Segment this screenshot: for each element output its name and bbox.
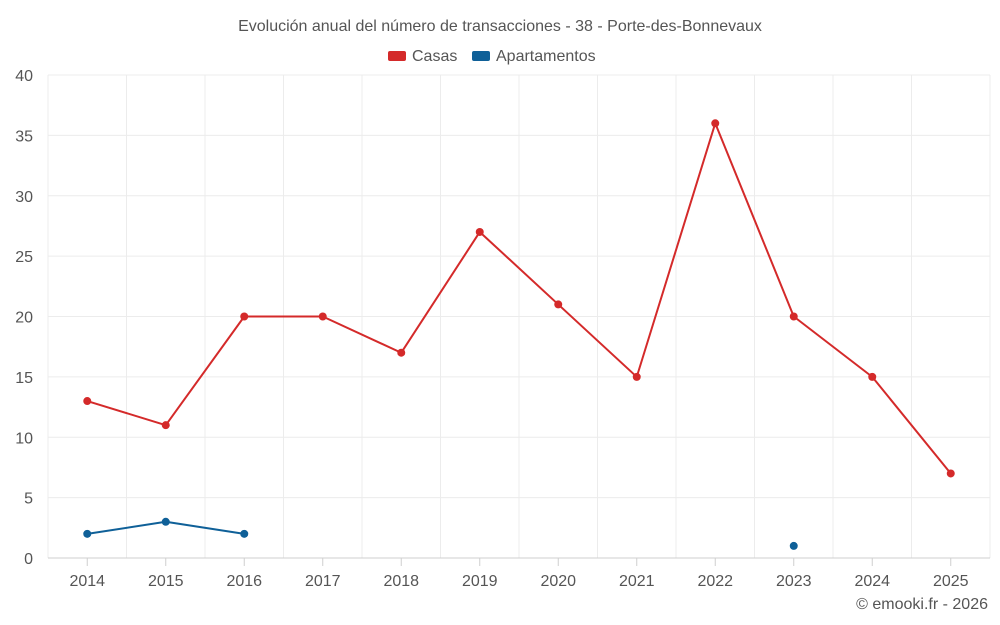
y-tick-label: 30 (15, 189, 33, 206)
legend-label-casas[interactable]: Casas (412, 48, 457, 65)
x-tick-label: 2021 (619, 573, 655, 590)
data-point-casas[interactable] (632, 372, 641, 381)
x-tick-label: 2024 (854, 573, 890, 590)
y-tick-label: 25 (15, 249, 33, 266)
x-tick-label: 2014 (69, 573, 105, 590)
series-line-casas (86, 122, 952, 475)
legend-swatch-apartamentos (472, 51, 490, 61)
data-point-casas[interactable] (946, 469, 955, 478)
legend: Casas Apartamentos (388, 48, 596, 65)
series-layer (83, 119, 955, 550)
grid (47, 74, 991, 558)
y-axis: 0 5 10 15 20 25 30 35 40 (15, 68, 33, 568)
data-point-casas[interactable] (161, 421, 170, 430)
data-point-casas[interactable] (318, 312, 327, 321)
data-point-casas[interactable] (240, 312, 249, 321)
data-point-casas[interactable] (397, 348, 406, 357)
y-tick-label: 0 (24, 551, 33, 568)
x-tick-label: 2022 (697, 573, 733, 590)
x-tick-label: 2017 (305, 573, 341, 590)
series-apartamentos (83, 517, 798, 550)
data-point-casas[interactable] (789, 312, 798, 321)
chart-title: Evolución anual del número de transaccio… (238, 18, 762, 35)
data-point-apartamentos[interactable] (789, 541, 798, 550)
data-point-casas[interactable] (554, 300, 563, 309)
x-tick-label: 2018 (383, 573, 419, 590)
data-point-casas[interactable] (868, 372, 877, 381)
x-tick-label: 2015 (148, 573, 184, 590)
x-tick-label: 2025 (933, 573, 969, 590)
data-point-apartamentos[interactable] (161, 517, 170, 526)
x-tick-label: 2016 (226, 573, 262, 590)
series-casas (83, 119, 955, 478)
legend-swatch-casas (388, 51, 406, 61)
data-point-casas[interactable] (711, 119, 720, 128)
y-tick-label: 40 (15, 68, 33, 85)
credit-text: © emooki.fr - 2026 (856, 596, 988, 613)
x-tick-label: 2023 (776, 573, 812, 590)
legend-label-apartamentos[interactable]: Apartamentos (496, 48, 596, 65)
x-axis: 2014 2015 2016 2017 2018 2019 2020 2021 2022 2023… (48, 557, 990, 590)
data-point-apartamentos[interactable] (240, 529, 249, 538)
y-tick-label: 35 (15, 128, 33, 145)
x-tick-label: 2020 (540, 573, 576, 590)
data-point-casas[interactable] (475, 227, 484, 236)
y-tick-label: 10 (15, 430, 33, 447)
data-point-casas[interactable] (83, 397, 92, 406)
y-tick-label: 5 (24, 491, 33, 508)
data-point-apartamentos[interactable] (83, 529, 92, 538)
x-tick-label: 2019 (462, 573, 498, 590)
y-tick-label: 15 (15, 370, 33, 387)
y-tick-label: 20 (15, 310, 33, 327)
